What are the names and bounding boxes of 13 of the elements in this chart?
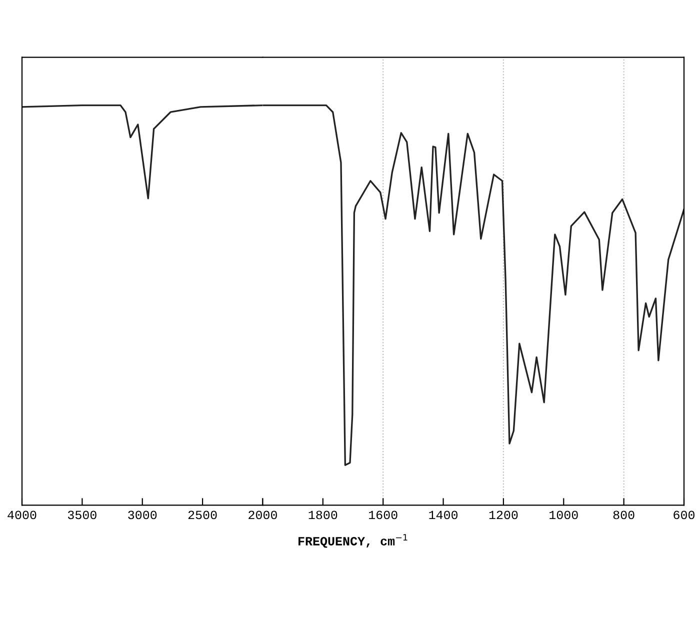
x-tick-label: 2500 [188, 510, 217, 520]
x-tick-label: 1400 [429, 510, 458, 520]
x-tick-label: 4000 [8, 510, 36, 520]
x-tick-label: 1000 [550, 510, 578, 520]
x-tick-label: 1200 [489, 510, 518, 520]
x-tick-label: 1600 [368, 510, 398, 520]
x-tick-label: 800 [613, 510, 634, 520]
x-tick-label: 3500 [68, 510, 96, 520]
x-tick-label: 600 [674, 510, 694, 520]
x-tick-label: 1800 [308, 510, 338, 520]
x-tick-label: 2000 [248, 510, 277, 520]
x-tick-label: 3000 [128, 510, 157, 520]
x-axis-title: FREQUENCY, cm$^{−1}$ [298, 534, 408, 548]
